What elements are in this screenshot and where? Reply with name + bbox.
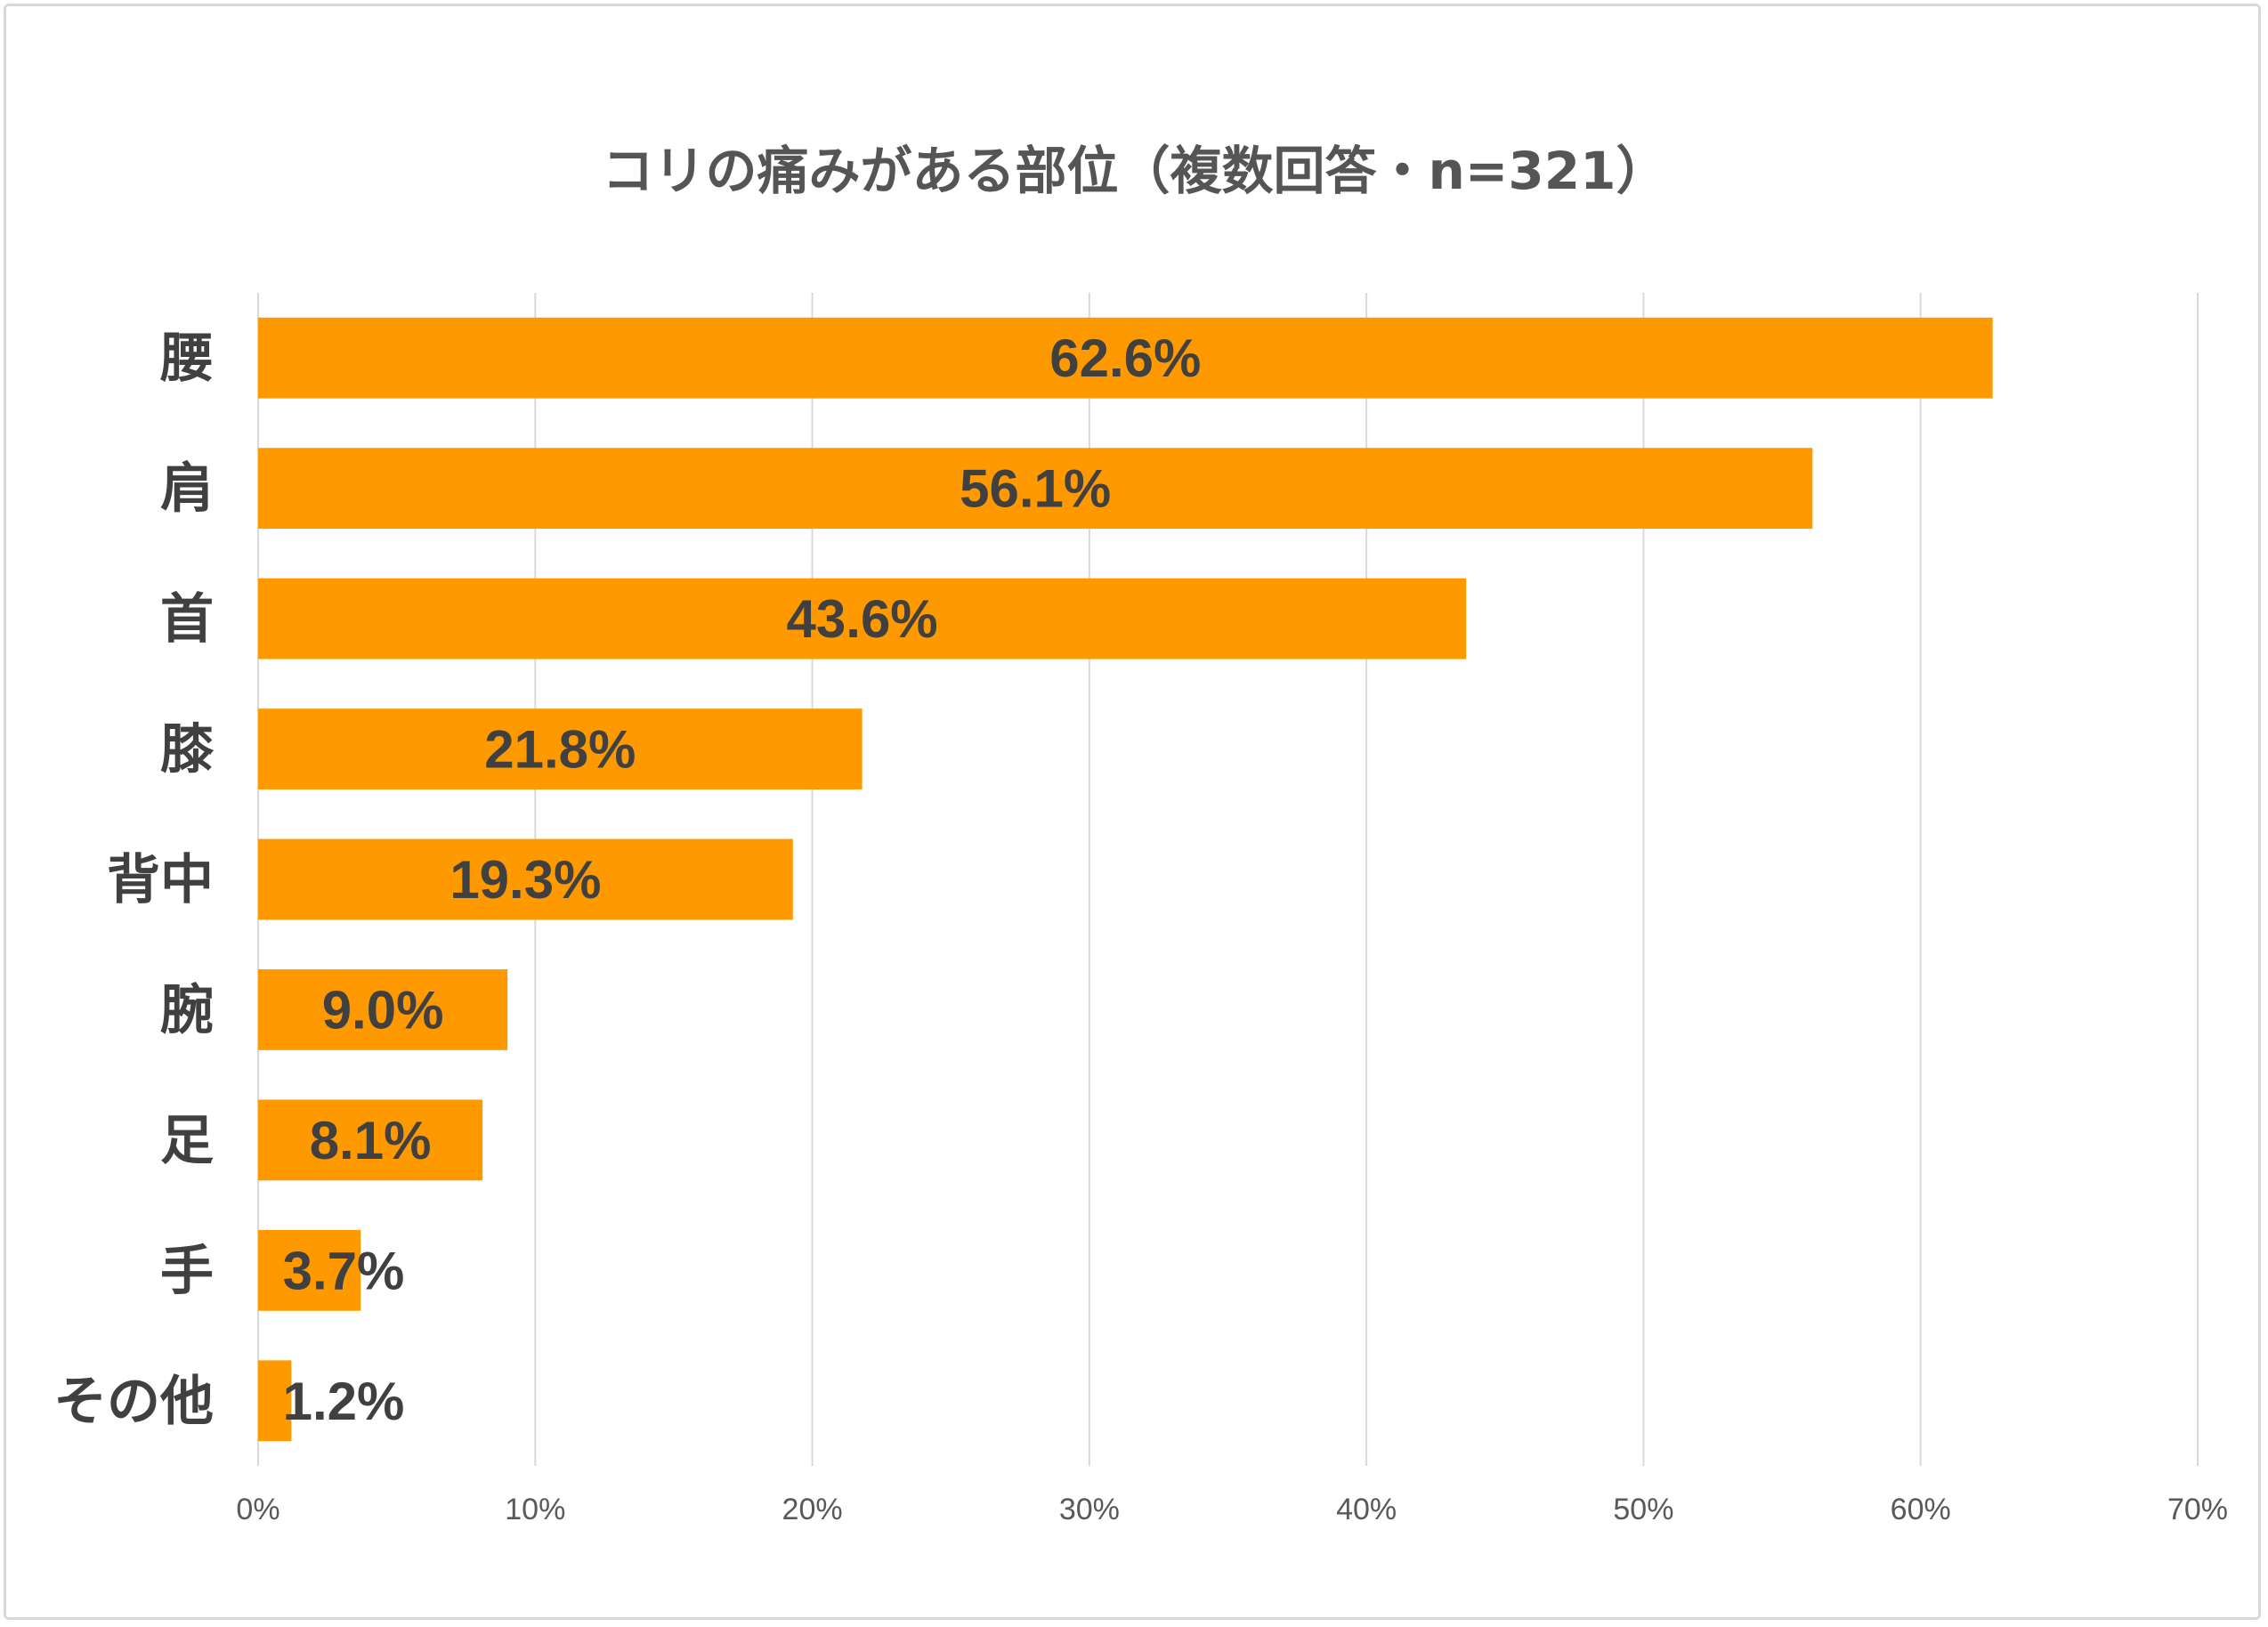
data-label: 62.6% [1049,328,1201,388]
x-tick-label: 70% [2167,1493,2228,1526]
bar [258,969,508,1050]
category-label: 腰 [159,328,214,390]
data-label: 1.2% [283,1372,405,1431]
x-tick-label: 30% [1059,1493,1120,1526]
data-label: 43.6% [787,589,938,649]
bars [258,317,1993,1442]
x-tick-label: 0% [236,1493,279,1526]
data-label: 3.7% [283,1241,405,1300]
category-label: 膝 [160,719,215,781]
bar [258,448,1813,530]
bar [258,1229,361,1311]
category-label: 首 [160,588,214,651]
bar [258,1099,483,1181]
category-label: 肩 [160,458,214,521]
category-label: 背中 [107,849,214,911]
data-label: 9.0% [322,980,444,1040]
bar [258,708,863,789]
x-tick-label: 20% [782,1493,843,1526]
x-tick-label: 10% [505,1493,565,1526]
x-axis-tick-labels: 0% 10% 20% 30% 40% 50% 60% 70% [236,1493,2228,1526]
x-tick-label: 60% [1891,1493,1951,1526]
bar [258,1360,292,1442]
data-label: 21.8% [484,720,636,780]
chart-title: コリの痛みがある部位（複数回答・n=321） [603,141,1668,201]
chart-frame: コリの痛みがある部位（複数回答・n=321） 腰肩首膝背中腕足手その他 0% 10… [4,4,2261,1620]
bar [258,838,793,920]
data-label: 56.1% [960,459,1111,519]
x-tick-label: 50% [1613,1493,1673,1526]
data-label: 19.3% [450,850,601,910]
category-label: その他 [53,1371,214,1433]
bar [258,317,1993,399]
category-label: 腕 [160,979,214,1041]
data-label: 8.1% [310,1111,432,1170]
bar [258,578,1467,660]
category-label: 手 [160,1240,214,1302]
data-labels: 62.6% 56.1% 43.6% 21.8% 19.3% 9.0% 8.1% 3.7% 1.2… [283,328,1202,1431]
x-tick-label: 40% [1336,1493,1397,1526]
category-label: 足 [160,1110,214,1172]
